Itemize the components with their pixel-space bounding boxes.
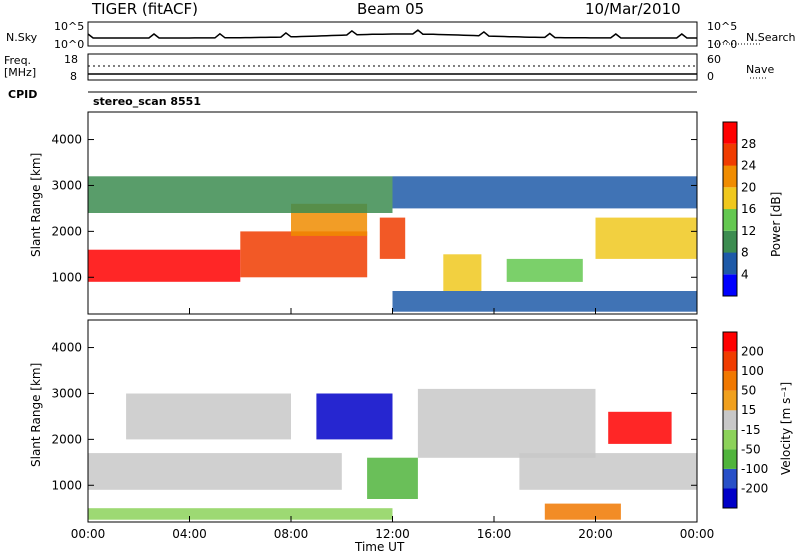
velocity-colorbar-cell-7: [723, 351, 737, 372]
radar-title: TIGER (fitACF): [92, 0, 199, 18]
power-ytick-label-1: 2000: [51, 224, 82, 238]
freq-unit: [MHz]: [4, 66, 37, 79]
velocity-colorbar-cell-8: [723, 332, 737, 352]
freq-label: Freq.: [4, 54, 32, 67]
freq-strip: [87, 53, 698, 81]
nsky-label: N.Sky: [6, 31, 38, 44]
velocity-colorbar-tick-1: 100: [741, 364, 764, 378]
velocity-colorbar-cell-3: [723, 429, 737, 450]
xtick-label-6: 00:00: [680, 527, 715, 541]
power-colorbar-cell-1: [723, 252, 737, 275]
power-colorbar-cell-5: [723, 165, 737, 188]
nsearch-tick-top: 10^5: [707, 20, 738, 33]
velocity-colorbar-tick-5: -50: [741, 442, 761, 456]
velocity-region-2: [316, 393, 393, 440]
power-colorbar-cell-2: [723, 230, 737, 253]
velocity-region-4: [608, 411, 672, 444]
nave-label: Nave: [746, 63, 775, 76]
velocity-colorbar-tick-3: 15: [741, 403, 756, 417]
nsearch-tick-bottom: 10^0: [707, 38, 738, 51]
power-colorbar-frame: [722, 121, 738, 297]
power-region-8: [392, 291, 697, 312]
xtick-label-0: 00:00: [71, 527, 106, 541]
nsky-tick-top: 10^5: [54, 20, 85, 33]
velocity-region-3: [367, 457, 418, 499]
velocity-colorbar-cell-4: [723, 410, 737, 430]
power-region-3: [88, 176, 393, 213]
power-region-0: [88, 249, 241, 282]
power-ytick-label-0: 1000: [51, 270, 82, 284]
velocity-colorbar-tick-7: -200: [741, 481, 768, 495]
velocity-ytick-label-1: 2000: [51, 432, 82, 446]
velocity-colorbar-cell-6: [723, 371, 737, 391]
velocity-colorbar-tick-4: -15: [741, 423, 761, 437]
power-colorbar-cell-3: [723, 209, 737, 231]
velocity-ytick-label-0: 1000: [51, 478, 82, 492]
power-colorbar-tick-1: 8: [741, 246, 749, 260]
xtick-label-3: 12:00: [375, 527, 410, 541]
velocity-region-8: [417, 388, 596, 458]
power-colorbar-cell-7: [723, 122, 737, 144]
velocity-region-0: [88, 453, 342, 490]
velocity-region-1: [126, 393, 291, 440]
cpid-value: stereo_scan 8551: [93, 95, 201, 108]
velocity-ytick-label-2: 3000: [51, 386, 82, 400]
power-colorbar-cell-4: [723, 187, 737, 210]
velocity-colorbar-tick-2: 50: [741, 384, 756, 398]
velocity-colorbar-tick-0: 200: [741, 345, 764, 359]
velocity-colorbar-cell-5: [723, 390, 737, 411]
velocity-ytick-label-3: 4000: [51, 341, 82, 355]
xtick-label-2: 08:00: [274, 527, 309, 541]
freq-tick-bottom: 8: [70, 70, 77, 83]
power-region-5: [443, 254, 482, 291]
velocity-colorbar-cell-1: [723, 468, 737, 489]
freq-tick-top: 18: [64, 53, 78, 66]
power-colorbar-tick-5: 24: [741, 159, 756, 173]
power-colorbar-tick-0: 4: [741, 267, 749, 281]
velocity-colorbar-tick-6: -100: [741, 462, 768, 476]
power-region-7: [595, 217, 697, 259]
xtick-label-1: 04:00: [172, 527, 207, 541]
xtick-label-4: 16:00: [477, 527, 512, 541]
power-colorbar-cell-0: [723, 274, 737, 297]
power-ytick-label-3: 4000: [51, 133, 82, 147]
power-region-4: [379, 217, 406, 259]
power-region-9: [392, 176, 697, 209]
velocity-region-6: [544, 503, 621, 520]
nsky-line: [87, 29, 697, 39]
power-region-1: [240, 231, 368, 278]
power-colorbar-tick-6: 28: [741, 137, 756, 151]
power-colorbar-cell-6: [723, 143, 737, 166]
power-ytick-label-2: 3000: [51, 178, 82, 192]
velocity-colorbar-cell-0: [723, 488, 737, 508]
velocity-region-7: [88, 508, 393, 520]
beam-title: Beam 05: [357, 0, 425, 18]
power-region-6: [506, 258, 583, 282]
x-axis-label: Time UT: [355, 540, 405, 554]
nsky-tick-bottom: 10^0: [54, 38, 85, 51]
velocity-colorbar-cell-2: [723, 449, 737, 469]
date-title: 10/Mar/2010: [585, 0, 681, 18]
power-colorbar-tick-3: 16: [741, 202, 756, 216]
nave-tick-bottom: 0: [707, 70, 714, 83]
nsearch-label: N.Search: [746, 31, 796, 44]
nave-tick-top: 60: [707, 53, 721, 66]
xtick-label-5: 20:00: [578, 527, 613, 541]
velocity-region-5: [519, 453, 697, 490]
power-colorbar-tick-4: 20: [741, 180, 756, 194]
power-colorbar-tick-2: 12: [741, 224, 756, 238]
cpid-label: CPID: [8, 88, 38, 101]
velocity-colorbar-frame: [722, 331, 738, 509]
